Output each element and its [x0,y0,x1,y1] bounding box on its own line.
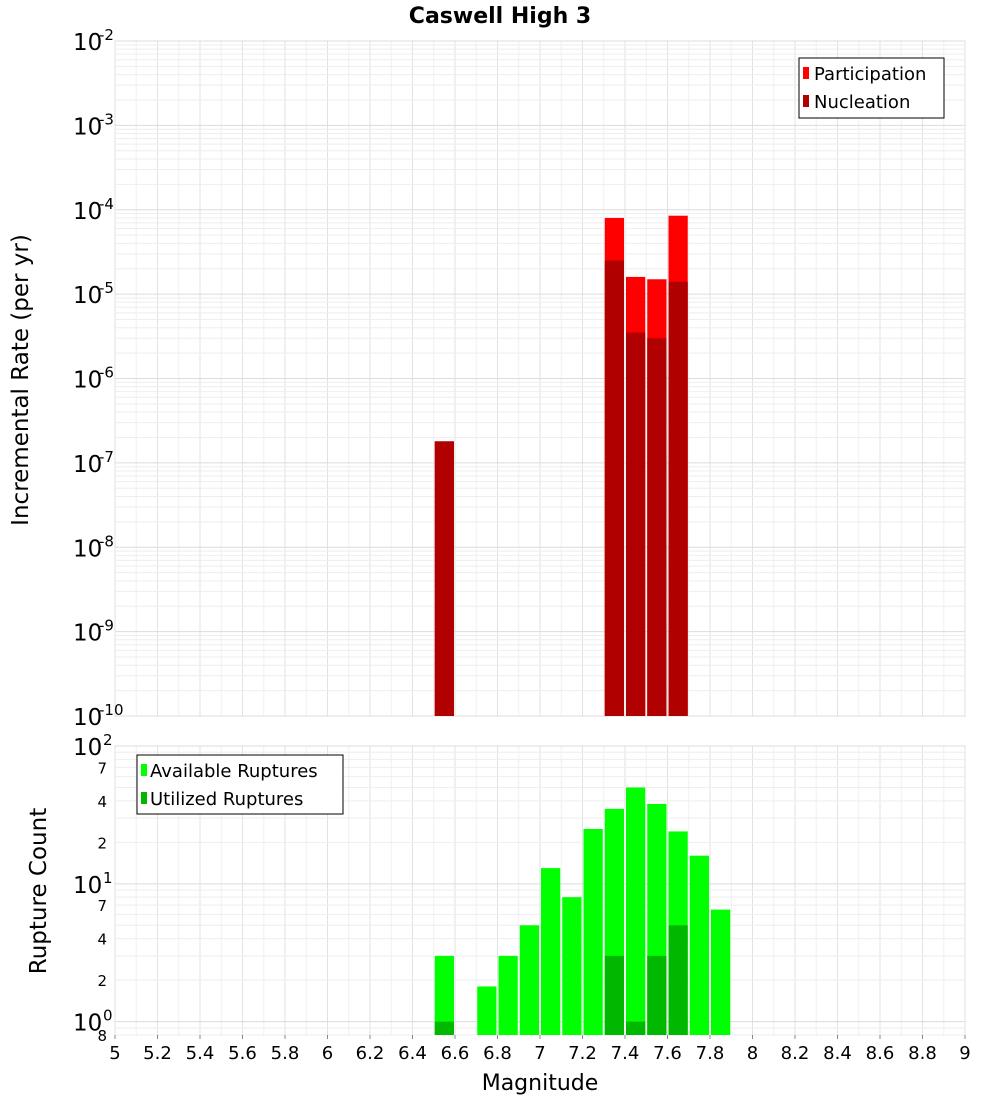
bottom-y-tick-exponent: 0 [103,1007,113,1025]
x-tick-label: 7 [534,1043,545,1064]
top-y-axis-label: Incremental Rate (per yr) [8,234,34,526]
top-grid [114,40,966,717]
x-tick-label: 6.2 [356,1043,385,1064]
legend-label-utilized: Utilized Ruptures [150,789,303,810]
bottom-bar-utilized-ruptures [647,955,667,1035]
top-legend: Participation Nucleation [798,57,945,119]
x-tick-label: 5 [109,1043,120,1064]
top-y-tick-exponent: -4 [99,195,114,213]
legend-swatch-nucleation [803,95,809,107]
legend-swatch-participation [803,67,809,79]
bottom-y-axis-label: Rupture Count [26,808,52,974]
bottom-bar-available-ruptures [689,855,709,1035]
chart-title: Caswell High 3 [409,4,591,29]
bottom-legend-box [136,754,344,815]
x-tick-label: 5.4 [186,1043,215,1064]
x-tick-label: 7.4 [611,1043,640,1064]
top-y-tick-exponent: -5 [99,279,114,297]
top-bar-nucleation [668,281,688,716]
top-y-tick-label: 10 [73,621,102,647]
top-y-tick-exponent: -9 [99,617,114,635]
bottom-bar-utilized-ruptures [604,955,624,1035]
top-y-tick-label: 10 [73,368,102,394]
top-y-tick-exponent: -10 [99,701,124,719]
top-y-tick-exponent: -8 [99,532,114,550]
top-y-tick-label: 10 [73,705,102,731]
top-bar-nucleation [434,441,454,716]
bottom-bar-available-ruptures [519,925,539,1035]
top-y-tick-exponent: -6 [99,364,114,382]
bottom-bar-utilized-ruptures [434,1021,454,1035]
legend-label-available: Available Ruptures [150,761,318,782]
bottom-y-minor-tick-label: 7 [97,759,107,777]
bottom-bar-available-ruptures [711,909,731,1035]
top-bar-nucleation [647,338,667,716]
bottom-bar-available-ruptures [583,828,603,1035]
bottom-y-tick-exponent: 1 [103,869,113,887]
bottom-bar-available-ruptures [626,787,646,1035]
top-y-tick-label: 10 [73,283,102,309]
x-tick-label: 6 [322,1043,333,1064]
bottom-y-minor-tick-label: 4 [97,931,107,949]
bottom-y-tick-label: 10 [73,1011,102,1037]
bottom-y-tick-exponent: 2 [103,731,113,749]
bottom-y-minor-tick-label: 8 [97,1027,107,1045]
top-y-tick-label: 10 [73,114,102,140]
top-y-ticks: 10-210-310-410-510-610-710-810-910-10 [73,26,124,731]
x-tick-label: 8.2 [781,1043,810,1064]
top-bar-nucleation [626,332,646,716]
bottom-bar-available-ruptures [541,868,561,1035]
x-tick-label: 8.8 [908,1043,937,1064]
bottom-y-tick-label: 10 [73,873,102,899]
top-y-tick-label: 10 [73,452,102,478]
bottom-bars [434,787,731,1035]
bottom-bar-available-ruptures [498,955,518,1035]
x-tick-label: 8.6 [866,1043,895,1064]
legend-label-nucleation: Nucleation [814,92,910,113]
top-y-tick-exponent: -3 [99,110,114,128]
top-y-tick-label: 10 [73,199,102,225]
bottom-bar-utilized-ruptures [626,1021,646,1035]
x-tick-label: 7.8 [696,1043,725,1064]
x-tick-label: 6.6 [441,1043,470,1064]
x-tick-label: 7.6 [653,1043,682,1064]
bottom-y-tick-label: 10 [73,735,102,761]
x-tick-label: 6.8 [483,1043,512,1064]
bottom-bar-available-ruptures [434,955,454,1035]
top-y-tick-label: 10 [73,30,102,56]
x-tick-label: 6.4 [398,1043,427,1064]
top-bar-nucleation [604,260,624,716]
x-tick-label: 5.8 [271,1043,300,1064]
bottom-bar-available-ruptures [477,986,497,1035]
bottom-bar-utilized-ruptures [668,925,688,1035]
x-tick-label: 5.6 [228,1043,257,1064]
bottom-y-minor-tick-label: 2 [97,972,107,990]
x-tick-label: 8 [747,1043,758,1064]
x-axis-label: Magnitude [482,1071,599,1096]
legend-swatch-utilized [141,792,147,804]
top-y-tick-exponent: -2 [99,26,114,44]
bottom-bar-available-ruptures [562,897,582,1035]
bottom-y-minor-tick-label: 4 [97,793,107,811]
bottom-y-minor-tick-label: 7 [97,897,107,915]
x-tick-label: 9 [959,1043,970,1064]
legend-swatch-available [141,764,147,776]
x-tick-label: 5.2 [143,1043,172,1064]
bottom-grid [114,745,966,1036]
top-bars [434,215,688,717]
top-y-tick-label: 10 [73,536,102,562]
bottom-legend: Available Ruptures Utilized Ruptures [136,754,344,815]
top-legend-box [798,57,945,119]
legend-label-participation: Participation [814,64,926,85]
x-tick-label: 8.4 [823,1043,852,1064]
x-ticks: 5 5.2 5.4 5.6 5.8 6 6.2 6.4 6.6 6.8 7 7.2 7.4 7.6 7.8 8… [109,1035,971,1064]
top-y-tick-exponent: -7 [99,448,114,466]
bottom-y-minor-tick-label: 2 [97,834,107,852]
x-tick-label: 7.2 [568,1043,597,1064]
